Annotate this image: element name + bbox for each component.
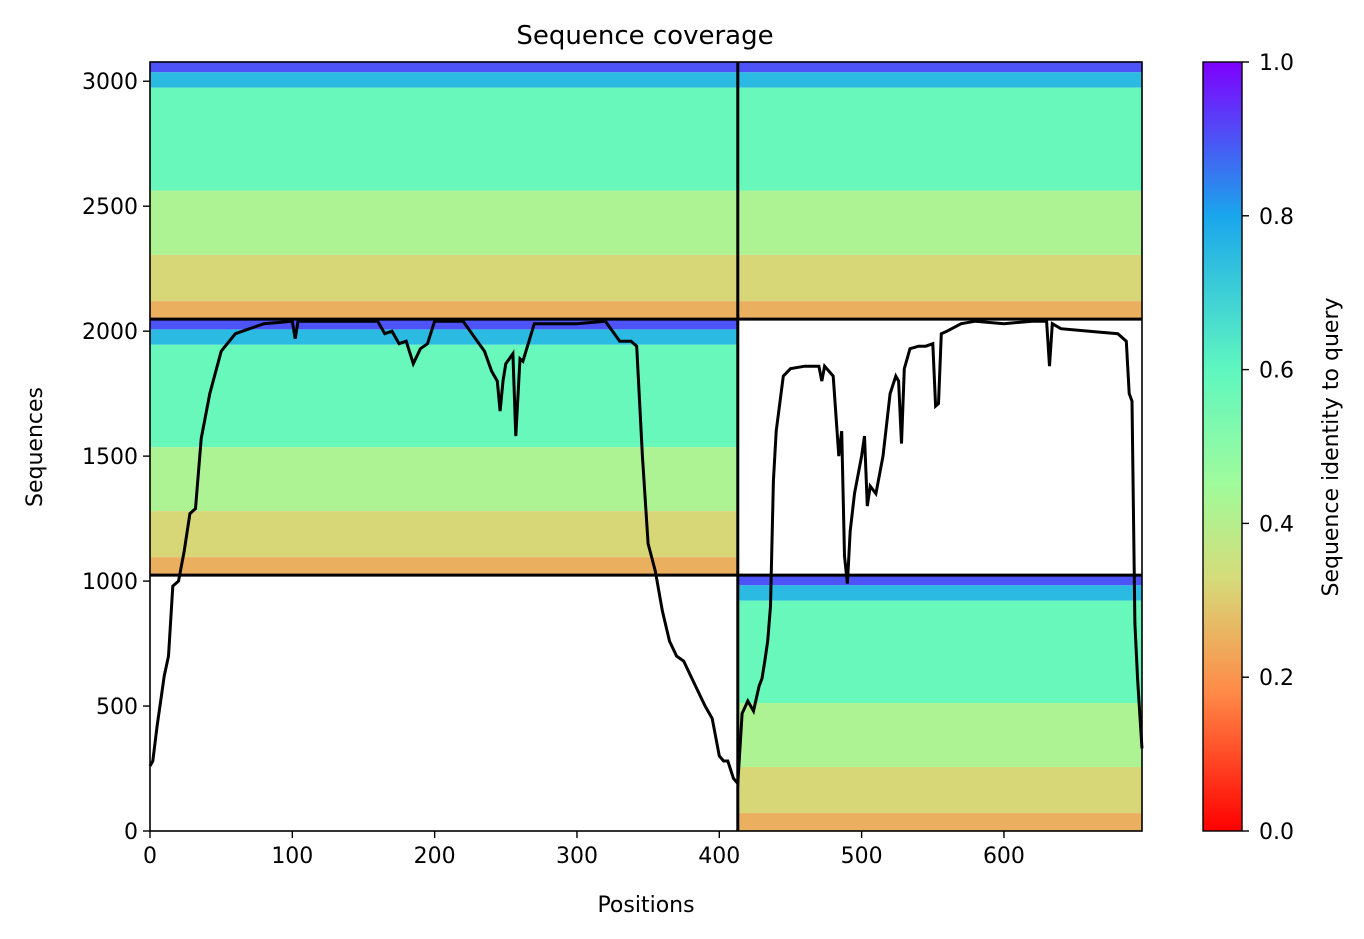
block-chain1-mid-band-2 (150, 344, 738, 448)
chain-break-lines (150, 62, 1142, 831)
block-chain2-bottom (737, 575, 1142, 831)
colorbar-ticks: 0.0 0.2 0.4 0.6 0.8 1.0 (1242, 51, 1294, 845)
block-chain2-bottom-band-3 (737, 703, 1142, 768)
colorbar-tick-label-5: 1.0 (1259, 51, 1294, 76)
x-tick-label-200: 200 (414, 844, 456, 869)
block-chain2-top-band-2 (737, 87, 1142, 191)
block-chain1-top (150, 62, 738, 320)
plot-frame (149, 61, 1143, 832)
coverage-blocks (150, 62, 1142, 831)
block-chain1-top-band-2 (150, 87, 738, 191)
y-tick-label-2500: 2500 (82, 195, 138, 220)
x-tick-label-600: 600 (983, 844, 1025, 869)
chart-title: Sequence coverage (516, 21, 773, 51)
block-chain1-mid (150, 319, 738, 576)
x-tick-label-500: 500 (841, 844, 883, 869)
y-tick-label-3000: 3000 (82, 70, 138, 95)
block-chain2-bottom-band-2 (737, 600, 1142, 704)
block-chain2-bottom-band-5 (737, 813, 1142, 831)
colorbar-tick-label-1: 0.2 (1259, 666, 1294, 691)
block-chain1-top-band-3 (150, 190, 738, 255)
block-chain2-top-band-4 (737, 254, 1142, 302)
block-chain1-top-band-0 (150, 62, 738, 73)
colorbar-tick-label-3: 0.6 (1259, 359, 1294, 384)
colorbar: 0.0 0.2 0.4 0.6 0.8 1.0 Sequence identity to … (1202, 51, 1344, 845)
x-axis-label: Positions (597, 893, 694, 918)
y-tick-label-1500: 1500 (82, 445, 138, 470)
y-tick-label-2000: 2000 (82, 320, 138, 345)
block-chain1-top-band-4 (150, 254, 738, 302)
block-chain2-bottom-band-1 (737, 585, 1142, 601)
block-chain1-mid-band-4 (150, 511, 738, 558)
coverage-line (148, 319, 1144, 788)
colorbar-tick-label-0: 0.0 (1259, 820, 1294, 845)
colorbar-tick-label-4: 0.8 (1259, 205, 1294, 230)
colorbar-label: Sequence identity to query (1319, 297, 1344, 596)
block-chain2-top-band-3 (737, 190, 1142, 255)
block-chain2-top-band-5 (737, 301, 1142, 320)
block-chain2-bottom-band-0 (737, 575, 1142, 586)
x-tick-label-0: 0 (143, 844, 157, 869)
block-chain2-top-band-0 (737, 62, 1142, 73)
block-chain2-bottom-band-4 (737, 767, 1142, 814)
colorbar-gradient (1202, 61, 1243, 832)
x-tick-label-400: 400 (698, 844, 740, 869)
x-tick-label-300: 300 (556, 844, 598, 869)
block-chain1-mid-band-3 (150, 447, 738, 512)
y-axis-label: Sequences (23, 387, 48, 507)
colorbar-tick-label-2: 0.4 (1259, 512, 1294, 537)
y-tick-label-500: 500 (96, 695, 138, 720)
plot-area (148, 61, 1144, 832)
block-chain1-top-band-1 (150, 72, 738, 88)
y-tick-label-1000: 1000 (82, 570, 138, 595)
block-chain1-top-band-5 (150, 301, 738, 320)
x-tick-label-100: 100 (271, 844, 313, 869)
y-tick-label-0: 0 (124, 820, 138, 845)
block-chain2-top-band-1 (737, 72, 1142, 88)
y-axis: 0 500 1000 1500 2000 2500 3000 (82, 70, 150, 845)
block-chain1-mid-band-0 (150, 319, 738, 330)
x-axis: 0 100 200 300 400 500 600 (143, 831, 1025, 869)
block-chain2-top (737, 62, 1142, 320)
block-chain1-mid-band-5 (150, 557, 738, 576)
